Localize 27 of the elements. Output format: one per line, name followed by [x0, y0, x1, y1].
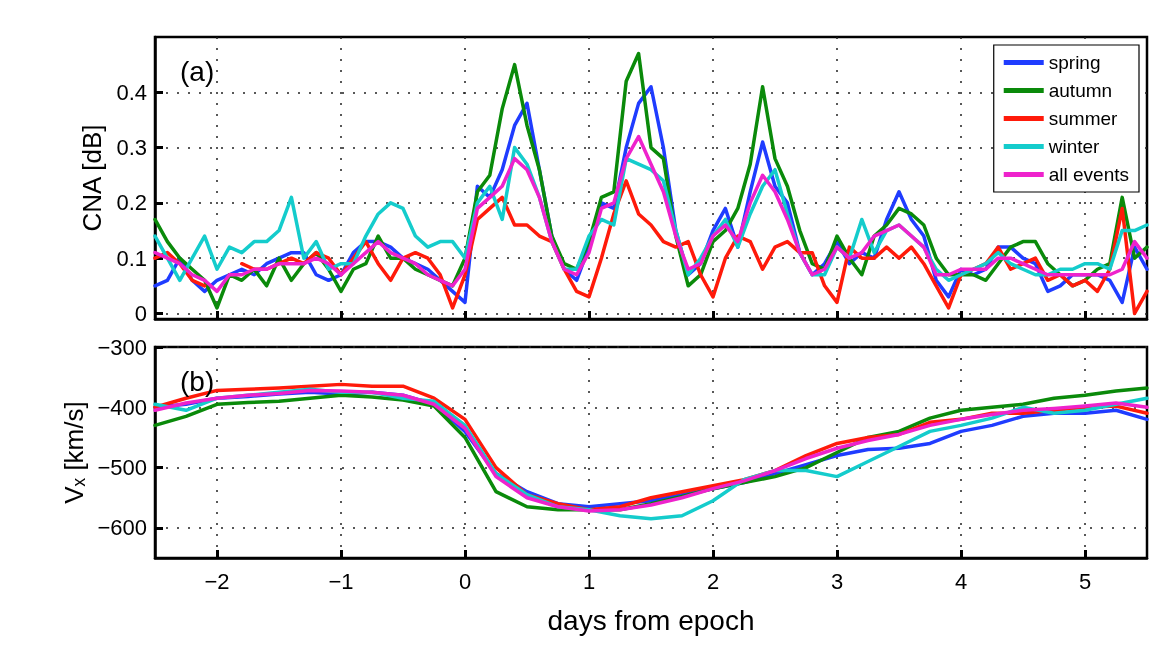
- x-tick-label: 1: [582, 568, 596, 594]
- y-axis-title: CNA [dB]: [77, 124, 107, 232]
- legend-label: summer: [1048, 108, 1119, 129]
- x-tick-label: 0: [458, 568, 472, 594]
- legend-label: autumn: [1048, 80, 1113, 101]
- legend-label: all events: [1048, 164, 1130, 185]
- annotation: (a): [180, 55, 215, 87]
- x-tick-label: 5: [1078, 568, 1092, 594]
- annotation: (b): [180, 365, 215, 397]
- y-tick-label: 0.4: [116, 79, 147, 105]
- legend-label: spring: [1048, 52, 1101, 73]
- x-tick-label: −1: [328, 568, 354, 594]
- x-tick-label: 4: [954, 568, 968, 594]
- y-tick-label: 0.1: [116, 245, 147, 271]
- y-tick-label: −600: [97, 515, 147, 541]
- y-tick-label: 0: [134, 300, 147, 326]
- x-tick-label: 2: [706, 568, 720, 594]
- y-tick-label: 0.3: [116, 135, 147, 161]
- y-tick-label: −500: [97, 455, 147, 481]
- y-tick-label: −400: [97, 394, 147, 420]
- y-tick-label: −300: [97, 334, 147, 360]
- x-tick-label: −2: [204, 568, 230, 594]
- x-axis-title: days from epoch: [547, 604, 755, 636]
- legend-label: winter: [1047, 136, 1101, 157]
- y-axis-title: Vₓ [km/s]: [58, 401, 89, 504]
- x-tick-label: 3: [830, 568, 844, 594]
- y-tick-label: 0.2: [116, 190, 147, 216]
